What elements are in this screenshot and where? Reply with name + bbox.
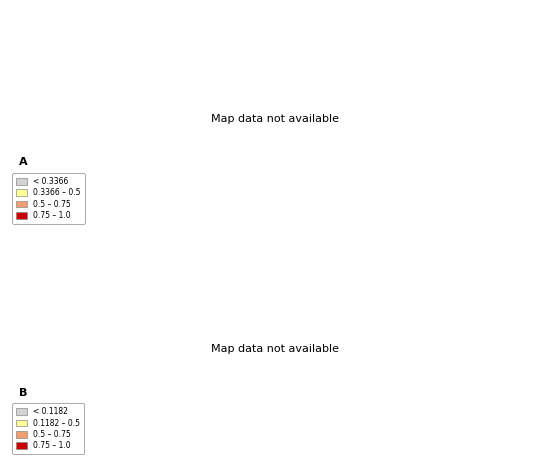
Legend: < 0.1182, 0.1182 – 0.5, 0.5 – 0.75, 0.75 – 1.0: < 0.1182, 0.1182 – 0.5, 0.5 – 0.75, 0.75… (12, 403, 84, 454)
Text: Map data not available: Map data not available (211, 114, 339, 124)
Text: A: A (19, 157, 28, 167)
Legend: < 0.3366, 0.3366 – 0.5, 0.5 – 0.75, 0.75 – 1.0: < 0.3366, 0.3366 – 0.5, 0.5 – 0.75, 0.75… (12, 173, 85, 224)
Text: B: B (19, 388, 28, 397)
Text: Map data not available: Map data not available (211, 344, 339, 354)
